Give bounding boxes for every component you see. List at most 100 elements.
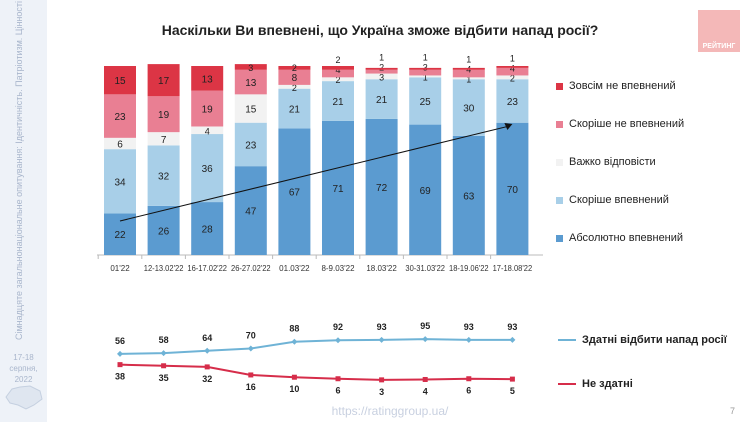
bar-segment [104, 137, 136, 150]
line-point [335, 337, 341, 344]
bar-segment [104, 66, 136, 95]
bar-value-label: 28 [202, 225, 214, 236]
legend-label: Не здатні [582, 378, 633, 390]
line-value-label: 64 [202, 333, 212, 343]
line-value-label: 58 [159, 335, 169, 345]
legend-item: Зовсім не впевнений [556, 80, 676, 92]
trend-arrow [119, 125, 510, 222]
line-point [204, 347, 211, 354]
line-value-label: 88 [289, 324, 299, 334]
bar-value-label: 4 [510, 63, 515, 73]
bar-segment [409, 67, 442, 70]
bar-segment [365, 73, 398, 80]
bar-value-label: 23 [245, 140, 257, 151]
bar-value-label: 6 [117, 139, 123, 150]
bar-value-label: 47 [245, 207, 257, 218]
bar-value-label: 1 [466, 54, 471, 64]
line-point [247, 345, 254, 352]
bar-segment [104, 149, 136, 214]
bar-segment [147, 145, 180, 206]
bar-value-label: 17 [158, 76, 170, 87]
legend-item: Скоріше впевнений [556, 194, 669, 206]
bar-value-label: 13 [202, 74, 214, 85]
x-tick-label: 18-19.06'22 [449, 264, 489, 273]
bar-value-label: 4 [335, 65, 340, 75]
chart-title: Наскільки Ви впевнені, що Україна зможе … [161, 22, 599, 38]
bar-value-label: 1 [379, 52, 384, 62]
bar-value-label: 67 [289, 188, 301, 199]
bar-value-label: 69 [420, 186, 432, 197]
line-value-label: 35 [159, 373, 169, 383]
rating-logo: РЕЙТИНГ [698, 10, 740, 52]
footer-url[interactable]: https://ratinggroup.ua/ [331, 404, 449, 418]
bar-value-label: 3 [248, 63, 253, 73]
bar-value-label: 15 [114, 76, 126, 87]
bar-value-label: 2 [292, 63, 297, 73]
bar-value-label: 3 [379, 72, 384, 82]
bar-segment [322, 66, 354, 70]
bar-value-label: 19 [158, 110, 170, 121]
bar-segment [452, 79, 485, 136]
line-value-label: 56 [115, 336, 125, 346]
bar-value-label: 21 [332, 97, 344, 108]
legend-item: Важко відповісти [556, 156, 656, 168]
x-tick-label: 30-31.03'22 [405, 264, 445, 273]
bar-segment [452, 69, 485, 78]
x-tick-label: 17-18.08'22 [493, 264, 533, 273]
bar-value-label: 2 [335, 55, 340, 65]
bar-segment [104, 94, 136, 138]
line-value-label: 4 [423, 386, 428, 396]
bar-value-label: 2 [510, 73, 515, 83]
bar-segment [365, 79, 398, 119]
bar-segment [278, 69, 311, 85]
bar-value-label: 13 [245, 78, 257, 89]
bar-segment [191, 66, 224, 91]
line-value-label: 6 [466, 386, 471, 396]
bar-segment [496, 75, 529, 80]
bar-segment [322, 81, 354, 121]
line-value-label: 92 [333, 322, 343, 332]
bar-segment [234, 122, 267, 167]
bar-segment [278, 66, 311, 70]
bar-value-label: 1 [510, 53, 515, 63]
bar-value-label: 34 [114, 177, 126, 188]
line-point [161, 363, 167, 369]
bar-segment [496, 67, 529, 76]
bar-segment [191, 126, 224, 135]
bar-value-label: 1 [423, 72, 428, 82]
line-point [291, 338, 298, 345]
page-number: 7 [730, 406, 736, 416]
bar-value-label: 4 [205, 126, 210, 136]
bar-segment [234, 166, 267, 255]
x-tick-label: 01.03'22 [279, 264, 310, 273]
line-point [465, 336, 472, 343]
line-value-label: 95 [420, 321, 430, 331]
legend-line-icon [558, 383, 576, 385]
line-point [509, 336, 516, 343]
line-value-label: 16 [246, 382, 256, 392]
line-value-label: 93 [507, 322, 517, 332]
bar-segment [365, 118, 398, 255]
bar-value-label: 1 [466, 74, 471, 84]
trend-arrowhead [504, 123, 513, 130]
legend-label: Абсолютно впевнений [569, 232, 684, 244]
legend-swatch [556, 158, 563, 166]
bar-value-label: 71 [332, 184, 344, 195]
bar-value-label: 3 [423, 62, 428, 72]
bar-value-label: 23 [114, 112, 126, 123]
sidebar: Сімнадцяте загальнонаціональне опитуванн… [0, 0, 47, 422]
bar-value-label: 2 [335, 75, 340, 85]
x-tick-label: 18.03'22 [366, 264, 397, 273]
line-point [204, 364, 210, 370]
line-point [117, 362, 123, 368]
line-value-label: 3 [379, 387, 384, 397]
line-point [335, 376, 341, 382]
legend-label: Скоріше впевнений [569, 194, 669, 206]
line-series [119, 363, 513, 381]
bar-value-label: 63 [463, 191, 475, 202]
bar-segment [322, 120, 354, 255]
line-legend-item: Не здатні [558, 378, 633, 390]
x-tick-label: 16-17.02'22 [187, 264, 227, 273]
bar-segment [104, 213, 136, 255]
bar-segment [452, 135, 485, 255]
